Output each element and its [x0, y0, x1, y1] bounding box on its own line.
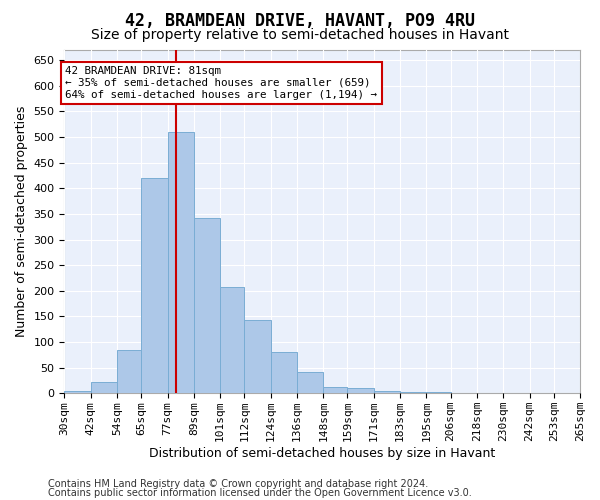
Text: 42, BRAMDEAN DRIVE, HAVANT, PO9 4RU: 42, BRAMDEAN DRIVE, HAVANT, PO9 4RU — [125, 12, 475, 30]
Bar — [141, 178, 167, 394]
Bar — [347, 388, 374, 394]
Bar — [451, 393, 477, 394]
Y-axis label: Number of semi-detached properties: Number of semi-detached properties — [15, 106, 28, 338]
Bar — [244, 320, 271, 394]
Text: Contains HM Land Registry data © Crown copyright and database right 2024.: Contains HM Land Registry data © Crown c… — [48, 479, 428, 489]
Text: 42 BRAMDEAN DRIVE: 81sqm
← 35% of semi-detached houses are smaller (659)
64% of : 42 BRAMDEAN DRIVE: 81sqm ← 35% of semi-d… — [65, 66, 377, 100]
Text: Contains public sector information licensed under the Open Government Licence v3: Contains public sector information licen… — [48, 488, 472, 498]
Bar — [427, 392, 451, 394]
Bar — [477, 393, 503, 394]
Bar — [530, 393, 554, 394]
Bar — [323, 387, 347, 394]
Bar — [271, 352, 297, 394]
Bar — [374, 390, 400, 394]
Bar — [64, 390, 91, 394]
Bar — [297, 372, 323, 394]
Bar — [503, 393, 530, 394]
Bar — [167, 132, 194, 394]
Bar — [220, 287, 244, 394]
Bar — [400, 392, 427, 394]
Bar — [117, 350, 141, 394]
Bar — [91, 382, 117, 394]
Bar — [554, 393, 580, 394]
Bar — [194, 218, 220, 394]
Text: Size of property relative to semi-detached houses in Havant: Size of property relative to semi-detach… — [91, 28, 509, 42]
X-axis label: Distribution of semi-detached houses by size in Havant: Distribution of semi-detached houses by … — [149, 447, 496, 460]
